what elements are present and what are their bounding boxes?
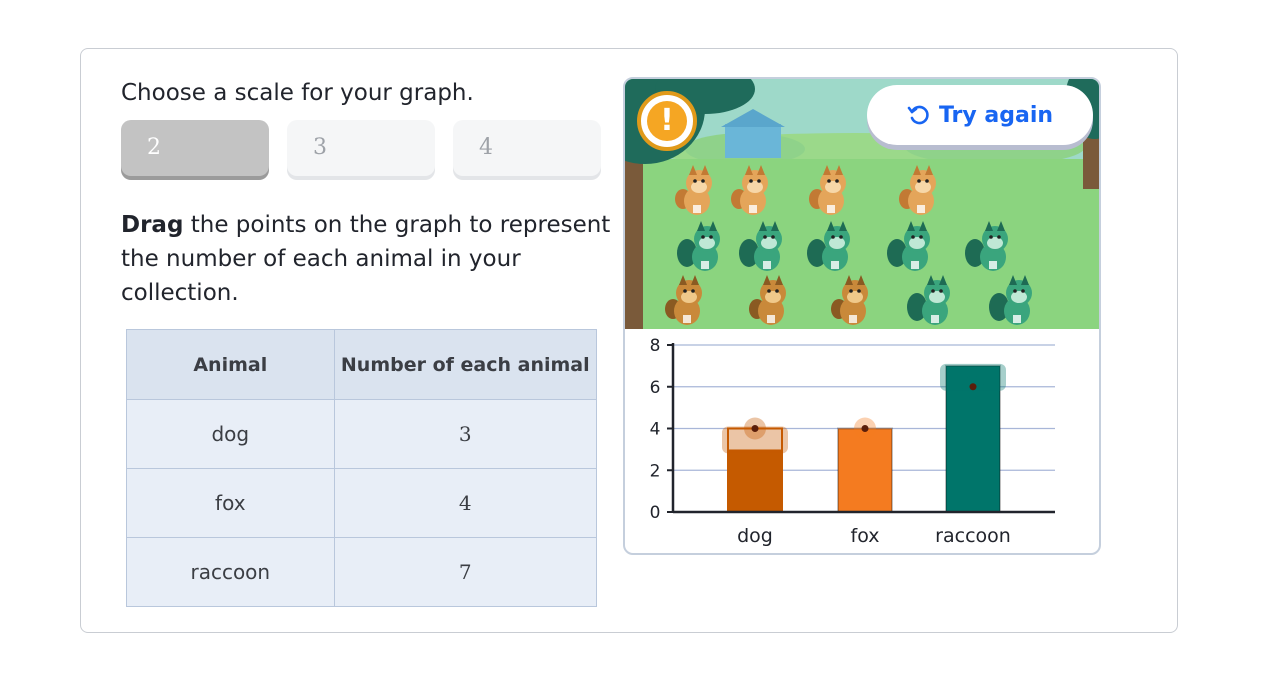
animal-count-table: Animal Number of each animal dog 3 fox 4… [126,329,598,607]
raccoon-figure [965,221,1008,271]
try-again-button[interactable]: Try again [867,85,1093,145]
cell-number: 4 [333,468,598,538]
bar-dog [722,417,788,513]
bar-raccoon [940,363,1006,513]
raccoon-figure [887,221,930,271]
fox-figure [731,165,768,215]
bar-fill [838,428,892,512]
raccoon-figure [907,275,950,325]
instruction-bold: Drag [121,212,184,238]
undo-arrow-icon [907,105,929,125]
bar-chart: 0 2 4 6 8 dog fox raccoon [650,336,1055,547]
scale-option-3[interactable]: 3 [287,120,435,176]
drag-highlight [940,363,1006,391]
header-number: Number of each animal [333,329,598,400]
cell-number: 7 [333,537,598,607]
raccoon-figure [739,221,782,271]
y-tick-label: 8 [650,336,661,356]
table-row: fox 4 [126,468,598,538]
cell-animal: fox [126,468,335,538]
drag-point-fox[interactable] [861,425,869,432]
alert-badge: ! [637,91,697,151]
fox-figure [675,165,712,215]
exclamation-icon: ! [647,101,687,141]
instruction-rest: the points on the graph to represent the… [121,212,611,306]
drag-point-raccoon[interactable] [969,383,977,391]
raccoon-figure [677,221,720,271]
scale-prompt: Choose a scale for your graph. [121,80,474,106]
x-tick-label: dog [737,525,773,547]
drag-highlight [722,426,788,454]
bar-fill [728,449,782,512]
fox-figure [809,165,846,215]
scale-option-2[interactable]: 2 [121,120,269,176]
x-tick-label: raccoon [935,525,1011,547]
header-animal: Animal [126,329,335,400]
drag-point-dog[interactable] [751,425,759,432]
cell-animal: raccoon [126,537,335,607]
dog-figure [749,275,786,325]
bar-fox [837,417,893,513]
dog-figure [665,275,702,325]
dog-figure [831,275,868,325]
graph-panel: ! Try again 0 2 4 6 8 dog fox raccoon [623,77,1101,555]
raccoon-figure [989,275,1032,325]
cell-number: 3 [333,399,598,469]
y-tick-label: 0 [650,503,661,523]
raccoon-figure [807,221,850,271]
table-header-row: Animal Number of each animal [126,329,598,400]
scale-option-4[interactable]: 4 [453,120,601,176]
y-tick-label: 2 [650,461,661,481]
instruction-text: Drag the points on the graph to represen… [121,208,611,310]
table-row: raccoon 7 [126,537,598,607]
cell-animal: dog [126,399,335,469]
fox-figure [899,165,936,215]
table-row: dog 3 [126,399,598,469]
y-tick-label: 4 [650,420,661,440]
try-again-label: Try again [938,102,1054,128]
y-tick-label: 6 [650,378,661,398]
bar-gap [728,428,782,450]
x-tick-label: fox [851,525,880,547]
